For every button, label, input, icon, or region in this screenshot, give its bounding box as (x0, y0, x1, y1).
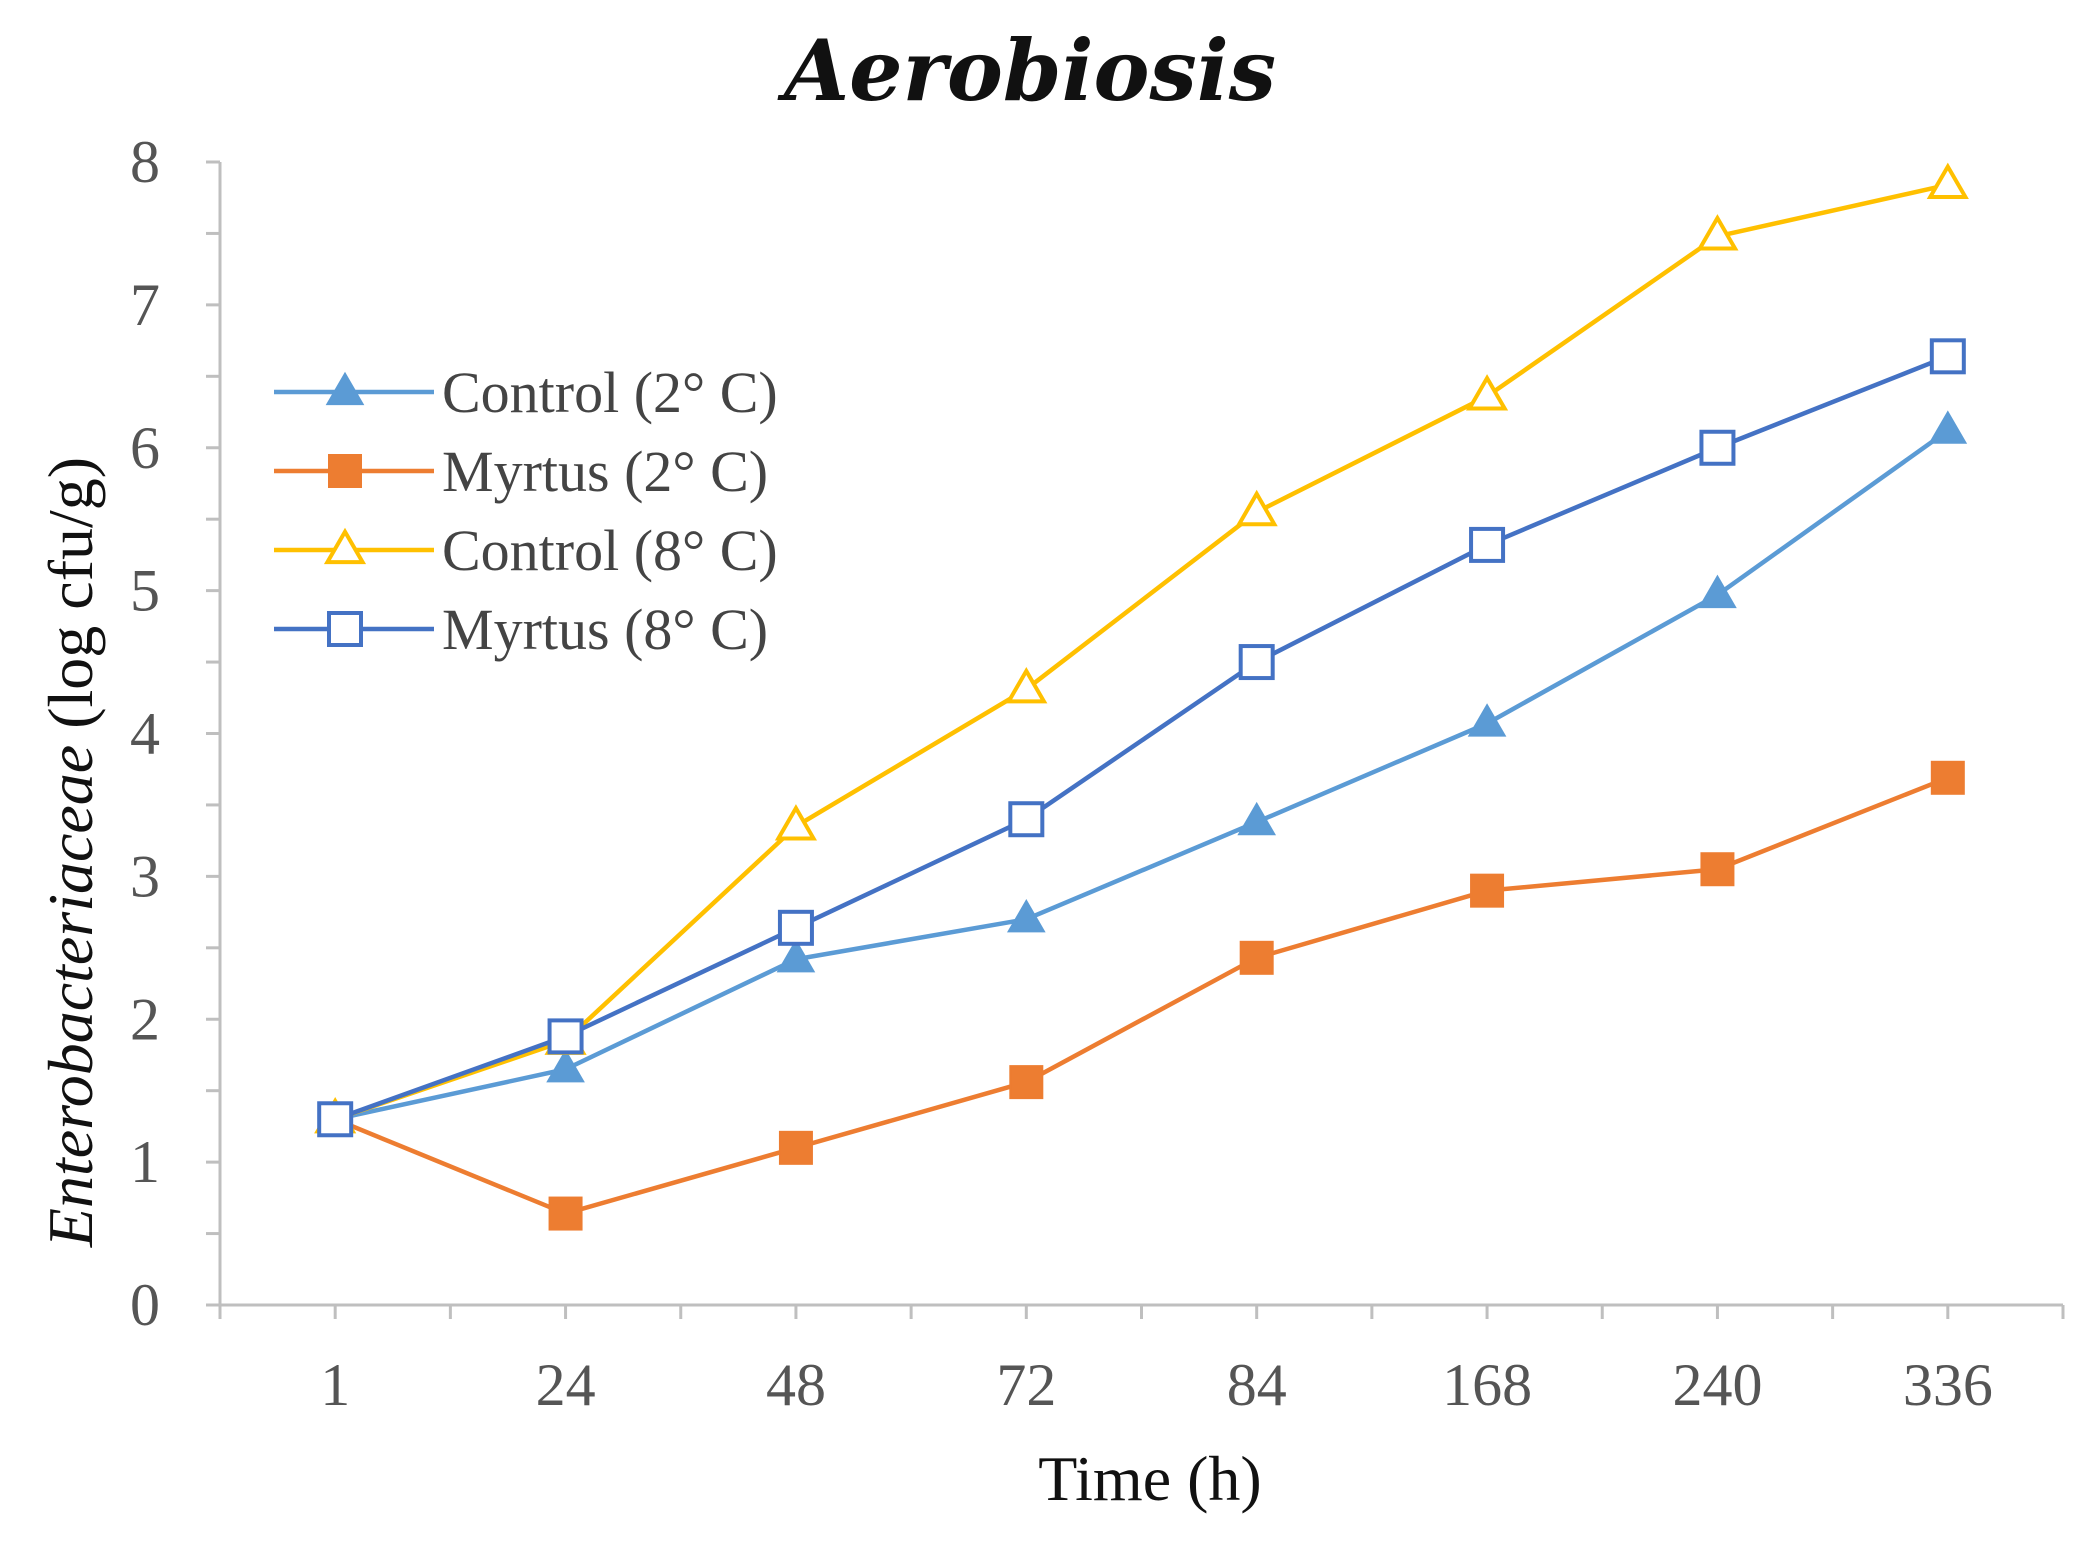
y-tick-label: 1 (130, 1129, 160, 1195)
y-tick-label: 2 (130, 986, 160, 1052)
series-line (334, 775, 1949, 1216)
legend-item: Control (2° C) (274, 360, 778, 425)
data-point (1008, 801, 1045, 838)
legend-marker (325, 371, 365, 406)
data-point (548, 1196, 583, 1231)
x-tick-label: 336 (1903, 1352, 1993, 1418)
series-line (334, 354, 1949, 1122)
data-point (1006, 899, 1046, 933)
x-tick-label: 1 (320, 1352, 350, 1418)
y-tick-label: 7 (130, 272, 160, 338)
x-axis-ticks: 1 24 48 72 84 168 240 336 (218, 1305, 2065, 1418)
data-point (1009, 1065, 1044, 1100)
y-axis-label-taxon: Enterobacteriaceae (35, 745, 106, 1248)
axes (218, 162, 2063, 1307)
legend-label: Myrtus (8° C) (442, 597, 768, 662)
data-point (1696, 214, 1739, 251)
data-point (317, 1101, 354, 1138)
data-point (1698, 574, 1737, 609)
series-4 (317, 338, 1966, 1138)
y-tick-label: 4 (130, 701, 160, 767)
legend-label: Myrtus (2° C) (442, 439, 768, 504)
legend-item: Control (8° C) (274, 518, 778, 583)
series-group (314, 162, 1969, 1231)
data-point (1699, 429, 1736, 466)
data-point (1005, 666, 1048, 704)
y-axis-label-unit: (log cfu/g) (35, 457, 106, 745)
x-axis-label: Time (h) (1038, 1443, 1261, 1514)
data-point (1235, 489, 1278, 527)
series-line (334, 182, 1949, 1122)
legend-label: Control (8° C) (442, 518, 778, 583)
legend-marker (327, 611, 363, 647)
chart-title: Aerobiosis (777, 21, 1276, 120)
x-tick-label: 168 (1442, 1352, 1532, 1418)
legend: Control (2° C) Myrtus (2° C) Control (8° C… (274, 360, 778, 662)
data-point (1239, 940, 1274, 975)
data-point (1237, 801, 1277, 836)
legend-label: Control (2° C) (442, 360, 778, 425)
y-tick-label: 0 (130, 1272, 160, 1338)
data-point (774, 804, 818, 841)
y-axis-ticks: 0 1 2 3 4 5 6 7 8 (130, 129, 220, 1338)
legend-item: Myrtus (8° C) (274, 597, 768, 662)
data-point (1928, 410, 1968, 444)
y-tick-label: 6 (130, 415, 160, 481)
data-point (1470, 873, 1505, 908)
data-point (546, 1049, 585, 1083)
series-2 (318, 760, 1965, 1231)
legend-marker (323, 527, 367, 565)
data-point (1469, 526, 1506, 563)
y-tick-label: 3 (130, 843, 160, 909)
x-tick-label: 72 (996, 1352, 1056, 1418)
legend-marker (328, 454, 362, 488)
data-point (1930, 760, 1965, 795)
data-point (778, 1130, 813, 1165)
y-tick-label: 8 (130, 129, 160, 195)
data-point (1238, 644, 1275, 681)
data-point (1467, 703, 1507, 737)
data-point (1926, 162, 1969, 200)
x-tick-label: 48 (766, 1352, 826, 1418)
x-tick-label: 84 (1227, 1352, 1287, 1418)
series-line (334, 428, 1950, 1122)
legend-item: Myrtus (2° C) (274, 439, 768, 504)
data-point (777, 909, 814, 946)
data-point (1465, 374, 1509, 411)
x-tick-label: 240 (1672, 1352, 1762, 1418)
data-point (1700, 852, 1735, 887)
data-point (776, 939, 816, 973)
data-point (547, 1018, 584, 1055)
x-tick-label: 24 (536, 1352, 596, 1418)
y-axis-label: Enterobacteriaceae (log cfu/g) (35, 457, 106, 1248)
data-point (1929, 338, 1966, 375)
y-tick-label: 5 (130, 558, 160, 624)
